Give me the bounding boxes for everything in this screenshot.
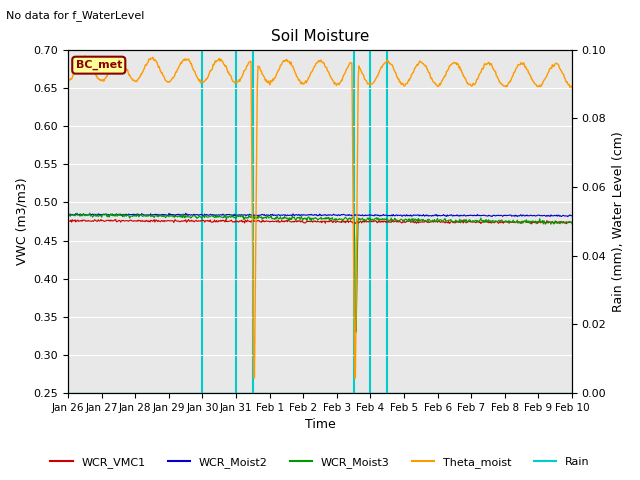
Y-axis label: VWC (m3/m3): VWC (m3/m3) — [15, 178, 28, 265]
Legend: WCR_VMC1, WCR_Moist2, WCR_Moist3, Theta_moist, Rain: WCR_VMC1, WCR_Moist2, WCR_Moist3, Theta_… — [46, 452, 594, 472]
X-axis label: Time: Time — [305, 419, 335, 432]
Title: Soil Moisture: Soil Moisture — [271, 29, 369, 44]
Text: No data for f_WaterLevel: No data for f_WaterLevel — [6, 10, 145, 21]
Text: BC_met: BC_met — [76, 60, 122, 70]
Y-axis label: Rain (mm), Water Level (cm): Rain (mm), Water Level (cm) — [612, 131, 625, 312]
